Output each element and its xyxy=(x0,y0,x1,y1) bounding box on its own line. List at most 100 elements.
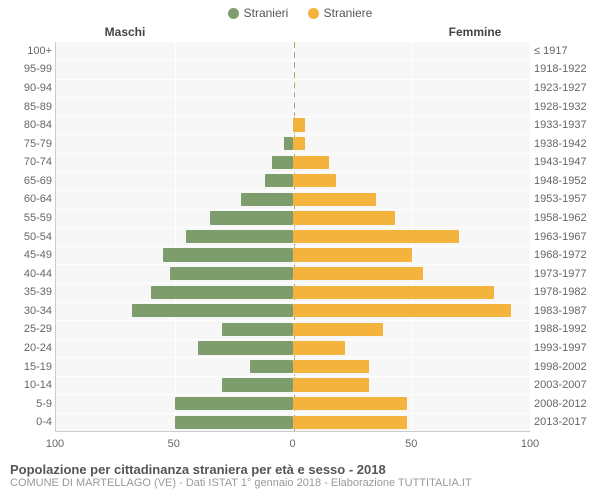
age-label: 25-29 xyxy=(0,323,52,335)
bar-female xyxy=(293,230,459,243)
age-label: 50-54 xyxy=(0,231,52,243)
pyramid-row xyxy=(56,81,530,94)
pyramid-row xyxy=(56,193,530,206)
birth-year-label: 1963-1967 xyxy=(534,231,600,243)
pyramid-row xyxy=(56,360,530,373)
chart-subtitle: COMUNE DI MARTELLAGO (VE) - Dati ISTAT 1… xyxy=(10,477,590,489)
gridline-h xyxy=(56,172,530,173)
age-label: 30-34 xyxy=(0,305,52,317)
x-tick-label: 50 xyxy=(405,438,417,450)
birth-year-label: 1938-1942 xyxy=(534,138,600,150)
bar-male xyxy=(250,360,293,373)
legend-item-female: Straniere xyxy=(308,6,373,20)
gridline-h xyxy=(56,302,530,303)
birth-year-label: 1993-1997 xyxy=(534,342,600,354)
legend-item-male: Stranieri xyxy=(228,6,289,20)
age-label: 10-14 xyxy=(0,379,52,391)
bar-male xyxy=(210,211,293,224)
age-label: 0-4 xyxy=(0,416,52,428)
age-label: 65-69 xyxy=(0,175,52,187)
bar-male xyxy=(222,378,293,391)
birth-year-label: 2013-2017 xyxy=(534,416,600,428)
header-left: Maschi xyxy=(0,25,300,39)
bar-female xyxy=(293,397,407,410)
bar-male xyxy=(132,304,293,317)
plot-region xyxy=(55,42,530,432)
age-label: 75-79 xyxy=(0,138,52,150)
x-tick-label: 100 xyxy=(521,438,539,450)
gridline-h xyxy=(56,209,530,210)
female-swatch xyxy=(308,8,319,19)
birth-year-label: 1968-1972 xyxy=(534,249,600,261)
chart-title: Popolazione per cittadinanza straniera p… xyxy=(10,462,590,477)
chart-area: Maschi Femmine Fasce di età Anni di nasc… xyxy=(0,22,600,462)
age-label: 20-24 xyxy=(0,342,52,354)
caption-block: Popolazione per cittadinanza straniera p… xyxy=(0,462,600,495)
gridline-h xyxy=(56,357,530,358)
pyramid-row xyxy=(56,378,530,391)
gridline-h xyxy=(56,339,530,340)
birth-year-label: 1943-1947 xyxy=(534,156,600,168)
birth-year-label: 1918-1922 xyxy=(534,63,600,75)
pyramid-row xyxy=(56,416,530,429)
gridline-h xyxy=(56,394,530,395)
bar-female xyxy=(293,360,369,373)
pyramid-row xyxy=(56,174,530,187)
bar-female xyxy=(293,416,407,429)
age-label: 80-84 xyxy=(0,119,52,131)
legend-label-female: Straniere xyxy=(324,6,373,20)
birth-year-label: 1933-1937 xyxy=(534,119,600,131)
age-label: 60-64 xyxy=(0,193,52,205)
bar-male xyxy=(163,248,293,261)
bar-female xyxy=(293,286,494,299)
gridline-h xyxy=(56,79,530,80)
pyramid-row xyxy=(56,341,530,354)
pyramid-row xyxy=(56,156,530,169)
birth-year-label: 1973-1977 xyxy=(534,268,600,280)
birth-year-label: 1953-1957 xyxy=(534,193,600,205)
header-right: Femmine xyxy=(300,25,600,39)
gridline-h xyxy=(56,376,530,377)
pyramid-row xyxy=(56,267,530,280)
pyramid-row xyxy=(56,44,530,57)
bar-male xyxy=(151,286,293,299)
bar-female xyxy=(293,248,412,261)
x-tick-label: 100 xyxy=(46,438,64,450)
birth-year-label: 1948-1952 xyxy=(534,175,600,187)
gridline-h xyxy=(56,264,530,265)
x-tick-label: 50 xyxy=(168,438,180,450)
gridline-h xyxy=(56,153,530,154)
age-label: 85-89 xyxy=(0,101,52,113)
pyramid-row xyxy=(56,100,530,113)
birth-year-label: 2008-2012 xyxy=(534,398,600,410)
legend: Stranieri Straniere xyxy=(0,0,600,22)
bar-male xyxy=(272,156,293,169)
gridline-h xyxy=(56,320,530,321)
bar-male xyxy=(186,230,293,243)
bar-male xyxy=(222,323,293,336)
bar-female xyxy=(293,323,383,336)
bar-male xyxy=(198,341,293,354)
birth-year-label: 2003-2007 xyxy=(534,379,600,391)
gridline-h xyxy=(56,413,530,414)
pyramid-row xyxy=(56,397,530,410)
birth-year-label: 1928-1932 xyxy=(534,101,600,113)
pyramid-row xyxy=(56,323,530,336)
bar-male xyxy=(284,137,293,150)
bar-female xyxy=(293,137,305,150)
bar-male xyxy=(241,193,293,206)
pyramid-row xyxy=(56,118,530,131)
bar-male xyxy=(170,267,293,280)
bar-female xyxy=(293,118,305,131)
column-headers: Maschi Femmine xyxy=(0,25,600,39)
birth-year-label: 1998-2002 xyxy=(534,361,600,373)
age-label: 5-9 xyxy=(0,398,52,410)
pyramid-row xyxy=(56,304,530,317)
bar-male xyxy=(175,397,294,410)
age-label: 100+ xyxy=(0,45,52,57)
gridline-h xyxy=(56,246,530,247)
gridline-h xyxy=(56,60,530,61)
bar-female xyxy=(293,193,376,206)
age-label: 90-94 xyxy=(0,82,52,94)
legend-label-male: Stranieri xyxy=(244,6,289,20)
